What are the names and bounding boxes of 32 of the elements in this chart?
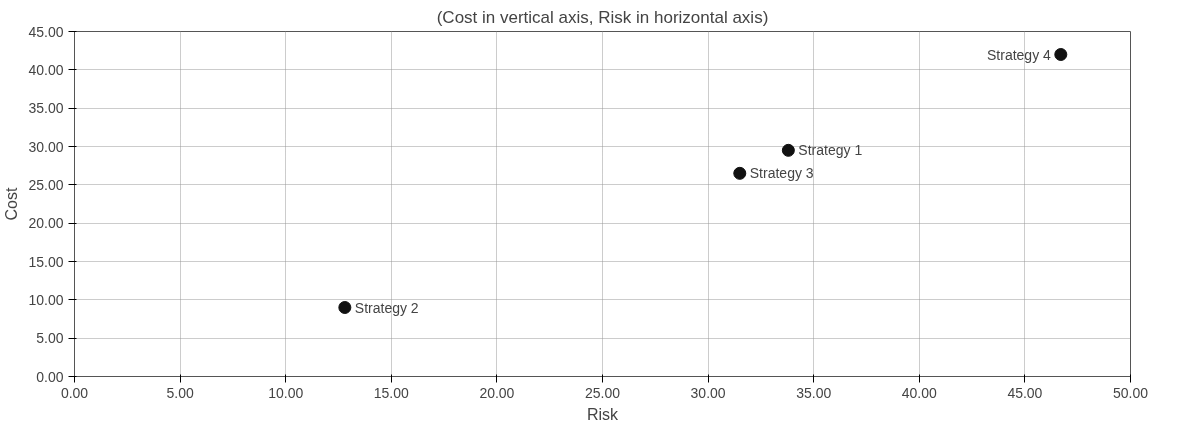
y-tick-label: 35.00	[28, 100, 64, 117]
x-tick-label: 35.00	[796, 384, 832, 401]
x-tick-label: 5.00	[166, 384, 194, 401]
annotation: Strategy 2	[354, 299, 419, 316]
x-tick-label: 0.00	[60, 384, 89, 401]
x-tick-label: 40.00	[901, 384, 938, 401]
x-tick-label: 20.00	[479, 384, 515, 401]
y-axis-title: Cost	[3, 187, 21, 221]
y-tick-label: 25.00	[28, 176, 64, 193]
x-tick-label: 30.00	[690, 384, 726, 401]
y-tick-label: 30.00	[28, 138, 64, 155]
x-axis-title: Risk	[586, 405, 620, 423]
point	[338, 301, 352, 314]
point	[733, 166, 747, 180]
y-tick-label: 5.00	[36, 330, 64, 347]
y-tick-label: 20.00	[28, 215, 64, 232]
x-tick-label: 50.00	[1112, 384, 1149, 401]
x-tick-label: 15.00	[373, 384, 410, 401]
y-tick-label: 10.00	[28, 291, 64, 308]
annotation: Strategy 1	[798, 142, 863, 159]
x-tick-label: 45.00	[1007, 384, 1043, 401]
y-tick-label: 40.00	[28, 61, 64, 78]
x-tick-label: 10.00	[268, 384, 304, 401]
y-tick-label: 15.00	[28, 253, 64, 270]
chart-title: (Cost in vertical axis, Risk in horizontal axis)	[436, 7, 769, 27]
y-tick-label: 0.00	[36, 368, 64, 385]
x-tick-label: 25.00	[584, 384, 621, 401]
annotation: Strategy 4	[986, 46, 1052, 63]
y-tick-label: 45.00	[28, 23, 64, 40]
point	[1054, 48, 1068, 61]
point	[781, 143, 795, 157]
annotation: Strategy 3	[749, 165, 814, 182]
